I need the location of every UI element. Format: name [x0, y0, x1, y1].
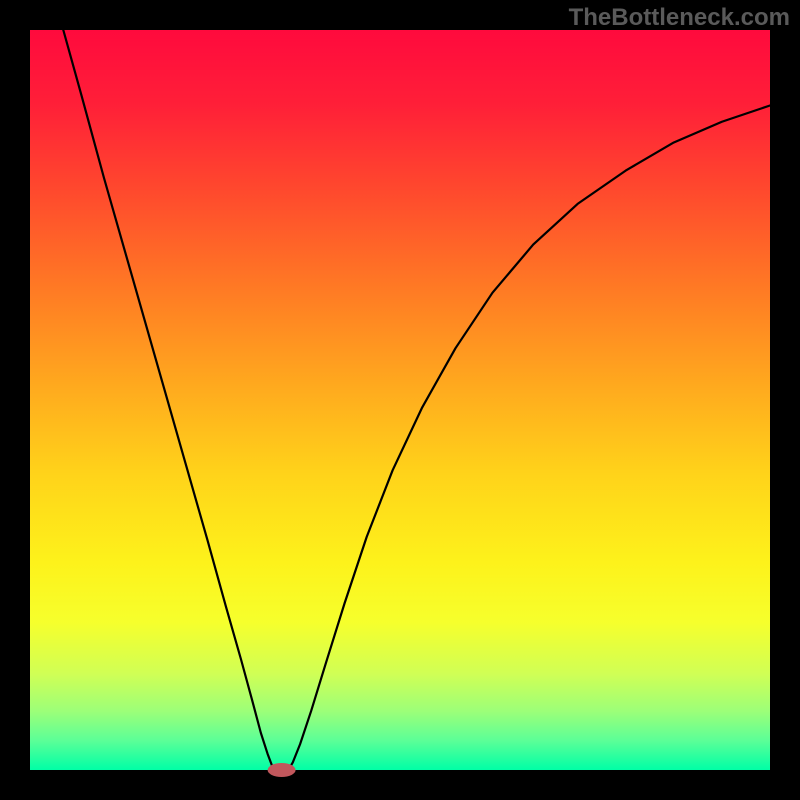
- optimum-marker: [268, 763, 296, 777]
- plot-area: [30, 30, 770, 770]
- chart-container: TheBottleneck.com: [0, 0, 800, 800]
- watermark-text: TheBottleneck.com: [569, 4, 790, 32]
- bottleneck-chart: [0, 0, 800, 800]
